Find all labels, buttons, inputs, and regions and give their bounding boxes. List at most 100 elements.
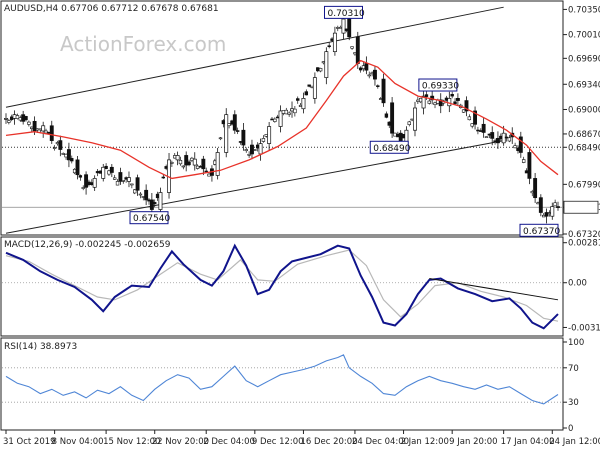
candle-body xyxy=(464,100,469,112)
candle-body xyxy=(513,145,517,149)
candle-body xyxy=(501,132,506,144)
candle-body xyxy=(476,129,480,132)
candle-body xyxy=(538,197,543,213)
candle-body xyxy=(367,74,371,77)
candle-body xyxy=(78,175,83,178)
x-tick-label: 22 Nov 20:00 xyxy=(152,437,209,447)
candle-body xyxy=(350,46,354,49)
x-tick-label: 9 Jan 20:00 xyxy=(449,437,497,447)
candle-body xyxy=(4,118,8,120)
candle-body xyxy=(427,100,431,104)
x-tick-label: 24 Jan 12:00 xyxy=(549,437,600,447)
candle-body xyxy=(215,152,220,176)
candle-body xyxy=(201,158,206,170)
candle-body xyxy=(455,98,460,101)
candle-body xyxy=(84,174,89,188)
candle-body xyxy=(332,32,337,53)
candle-body xyxy=(470,123,474,127)
candle-body xyxy=(473,110,478,125)
candle-body xyxy=(433,102,437,105)
candle-body xyxy=(81,187,85,189)
x-tick-label: 15 Nov 12:00 xyxy=(103,437,160,447)
candle-body xyxy=(284,109,288,115)
candle-body xyxy=(27,121,31,125)
candle-body xyxy=(364,63,369,71)
candle-body xyxy=(447,98,452,107)
candle-body xyxy=(481,123,486,133)
candle-body xyxy=(35,128,40,131)
candle-body xyxy=(550,206,555,217)
price-annotation-box xyxy=(323,5,363,19)
candle-body xyxy=(32,120,37,132)
candle-body xyxy=(247,154,251,156)
candle-body xyxy=(413,107,417,131)
candle-body xyxy=(290,108,294,112)
candle-body xyxy=(495,138,500,144)
candle-body xyxy=(307,84,311,87)
candle-body xyxy=(312,77,317,99)
rsi-line xyxy=(5,354,559,405)
candle-body xyxy=(112,177,117,180)
price-y-tick-label: 0.67990 xyxy=(568,180,600,190)
candle-body xyxy=(138,193,143,196)
price-y-tick-label: 0.68670 xyxy=(568,130,600,140)
candle-body xyxy=(130,183,134,186)
channel-upper-line xyxy=(5,6,504,108)
candle-body xyxy=(261,138,266,142)
price-y-tick-label: 0.68490 xyxy=(568,143,600,153)
candle-body xyxy=(58,140,63,150)
macd-trendline xyxy=(429,277,559,301)
x-tick-label: 2 Jan 12:00 xyxy=(401,437,449,447)
candle-body xyxy=(15,115,20,119)
candle-body xyxy=(170,162,174,164)
candle-body xyxy=(24,116,28,121)
candle-body xyxy=(467,116,472,121)
candle-body xyxy=(70,158,74,162)
macd-layer: 0.00281 0.00 -0.003141 xyxy=(2,239,600,333)
candle-body xyxy=(95,171,100,174)
macd-y-tick-label: -0.003141 xyxy=(568,323,600,333)
candle-body xyxy=(115,181,120,186)
price-annotation-label: 0.70310 xyxy=(327,9,364,19)
candle-body xyxy=(544,212,549,217)
candle-body xyxy=(453,101,457,105)
candle-body xyxy=(44,130,48,134)
x-tick-label: 31 Oct 2019 xyxy=(3,437,56,447)
candle-body xyxy=(296,98,300,101)
macd-signal-line xyxy=(5,249,559,322)
candle-body xyxy=(253,149,257,151)
candle-body xyxy=(556,206,560,208)
macd-main-line xyxy=(5,243,559,330)
rsi-panel-title: RSI(14) 38.8973 xyxy=(4,342,77,352)
rsi-y-tick-label: 100 xyxy=(568,338,584,348)
candle-body xyxy=(287,112,291,115)
candle-body xyxy=(153,202,157,205)
candle-body xyxy=(553,202,557,207)
candle-body xyxy=(381,78,386,104)
candle-body xyxy=(21,114,26,122)
candle-body xyxy=(133,189,137,194)
candle-body xyxy=(336,27,340,29)
candle-body xyxy=(104,165,108,169)
candle-body xyxy=(301,98,306,110)
candle-body xyxy=(161,176,166,179)
x-tick-label: 2 Dec 04:00 xyxy=(203,437,255,447)
candle-body xyxy=(347,18,352,38)
candle-body xyxy=(109,166,114,173)
candle-body xyxy=(390,102,395,134)
candle-body xyxy=(158,192,163,210)
price-annotation-box xyxy=(519,223,559,237)
price-annotation-box xyxy=(129,211,169,225)
candle-body xyxy=(232,114,237,131)
candle-body xyxy=(484,136,489,138)
rsi-y-tick-label: 30 xyxy=(568,398,579,408)
watermark: ActionForex.com xyxy=(60,32,226,56)
macd-panel-title: MACD(12,26,9) -0.002245 -0.002659 xyxy=(4,240,171,250)
x-tick-label: 24 Dec 04:00 xyxy=(352,437,409,447)
price-y-tick-label: 0.70350 xyxy=(568,5,600,15)
candle-body xyxy=(518,136,523,153)
candle-body xyxy=(235,130,240,132)
candle-body xyxy=(278,110,283,127)
moving-average-line xyxy=(5,59,559,180)
